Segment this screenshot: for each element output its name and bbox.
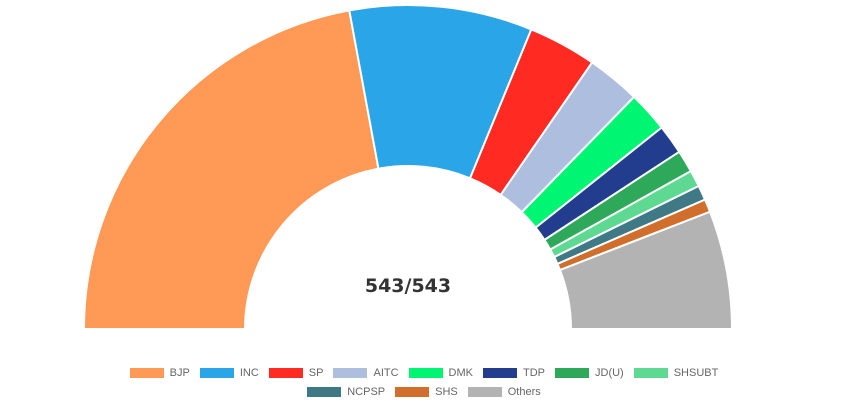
legend-item-inc[interactable]: INC: [199, 366, 259, 379]
center-seat-count: 543/543: [365, 275, 451, 297]
legend-row: NCPSP SHS Others: [0, 383, 848, 400]
slice-bjp[interactable]: [82, 9, 380, 330]
legend-row: BJP INC SP AITC DMK TDP JD(U) SHSUBT: [0, 364, 848, 381]
legend-item-ncpsp[interactable]: NCPSP: [307, 386, 385, 398]
legend-item-bjp[interactable]: BJP: [129, 366, 190, 379]
legend-swatch: [483, 367, 517, 378]
legend-swatch: [129, 367, 164, 378]
legend-label: SP: [308, 366, 324, 379]
legend-swatch: [333, 367, 368, 378]
legend-item-aitc[interactable]: AITC: [333, 366, 399, 379]
chart-legend: BJP INC SP AITC DMK TDP JD(U) SHSUBT NCPSP SHS Ot…: [0, 364, 848, 402]
legend-swatch: [408, 367, 443, 378]
legend-label: JD(U): [595, 366, 624, 379]
legend-item-others[interactable]: Others: [467, 385, 541, 398]
legend-swatch: [199, 367, 234, 378]
legend-label: DMK: [448, 366, 473, 379]
legend-item-sp[interactable]: SP: [268, 366, 324, 379]
legend-label: NCPSP: [347, 385, 386, 398]
slice-others[interactable]: [558, 210, 734, 330]
legend-label: BJP: [169, 366, 190, 379]
legend-item-shs[interactable]: SHS: [395, 386, 458, 398]
legend-label: TDP: [523, 366, 545, 379]
legend-swatch: [467, 386, 502, 397]
legend-label: SHS: [435, 385, 458, 398]
legend-swatch: [633, 367, 668, 378]
legend-swatch: [555, 367, 589, 378]
legend-label: Others: [507, 385, 541, 398]
legend-item-tdp[interactable]: TDP: [483, 367, 545, 379]
legend-swatch: [268, 367, 303, 378]
legend-item-dmk[interactable]: DMK: [408, 366, 473, 379]
chart-slices: [82, 4, 734, 330]
legend-label: SHSUBT: [673, 366, 719, 379]
legend-swatch: [395, 386, 430, 397]
legend-swatch: [307, 386, 342, 397]
legend-label: AITC: [373, 366, 399, 379]
legend-item-shsubt[interactable]: SHSUBT: [633, 366, 719, 379]
legend-label: INC: [239, 366, 259, 379]
legend-item-jdu[interactable]: JD(U): [555, 367, 624, 379]
